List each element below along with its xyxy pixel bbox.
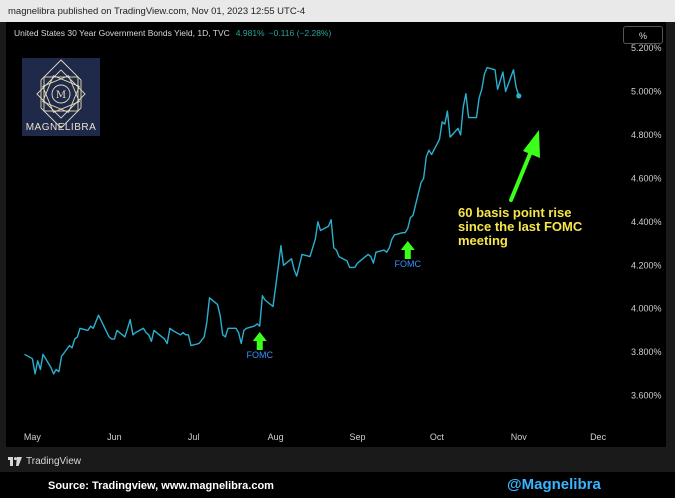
logo-text: MAGNELIBRA [25,122,97,133]
y-tick-label: 3.800% [631,347,662,357]
magnelibra-logo: M [22,58,100,136]
source-text: Source: Tradingview, www.magnelibra.com [48,480,274,492]
x-tick-label: Nov [511,432,528,442]
yield-chart: May Jun Jul Aug Sep Oct Nov Dec 3.600% 3.800% 4.00… [24,43,662,442]
percent-scale-button[interactable]: % [623,26,663,44]
y-tick-label: 4.200% [631,260,662,270]
annotation-text-line: 60 basis point rise [458,205,571,220]
twitter-handle[interactable]: @Magnelibra [507,476,601,493]
tradingview-label: TradingView [26,456,82,467]
fomc-label: FOMC [246,350,273,360]
annotation-text-line: since the last FOMC [458,219,583,234]
y-tick-label: 4.000% [631,304,662,314]
svg-text:M: M [56,90,66,101]
annotation-text-line: meeting [458,233,508,248]
y-tick-label: 4.400% [631,217,662,227]
annotation-arrow-head-icon [523,130,540,158]
x-tick-label: Sep [350,432,366,442]
fomc-arrow-icon [252,332,267,350]
symbol-value: 4.981% [235,28,265,38]
x-tick-label: Aug [268,432,284,442]
x-tick-label: Oct [430,432,445,442]
fomc-label: FOMC [395,259,422,269]
tradingview-logo[interactable]: TradingView [8,456,81,467]
publisher-bar: magnelibra published on TradingView.com,… [0,0,675,22]
y-tick-label: 3.600% [631,391,662,401]
y-tick-label: 4.600% [631,173,662,183]
yield-line [24,66,520,375]
tradingview-icon [8,457,22,466]
tradingview-footer [0,450,675,472]
symbol-name: United States 30 Year Government Bonds Y… [14,28,230,38]
y-tick-label: 4.800% [631,130,662,140]
source-bar [0,472,675,498]
y-tick-label: 5.000% [631,87,662,97]
x-tick-label: Dec [590,432,607,442]
logo-star-icon: M [36,59,86,129]
publisher-text: magnelibra published on TradingView.com,… [8,6,306,17]
y-tick-label: 5.200% [631,43,662,53]
annotation-arrow-shaft [509,147,534,202]
x-tick-label: May [24,432,42,442]
symbol-legend[interactable]: United States 30 Year Government Bonds Y… [14,28,331,38]
x-tick-label: Jun [107,432,122,442]
symbol-change: −0.116 (−2.28%) [268,28,332,38]
fomc-arrow-icon [400,241,415,259]
x-tick-label: Jul [188,432,200,442]
last-value-point [516,93,522,99]
chart-panel[interactable]: United States 30 Year Government Bonds Y… [6,22,666,447]
